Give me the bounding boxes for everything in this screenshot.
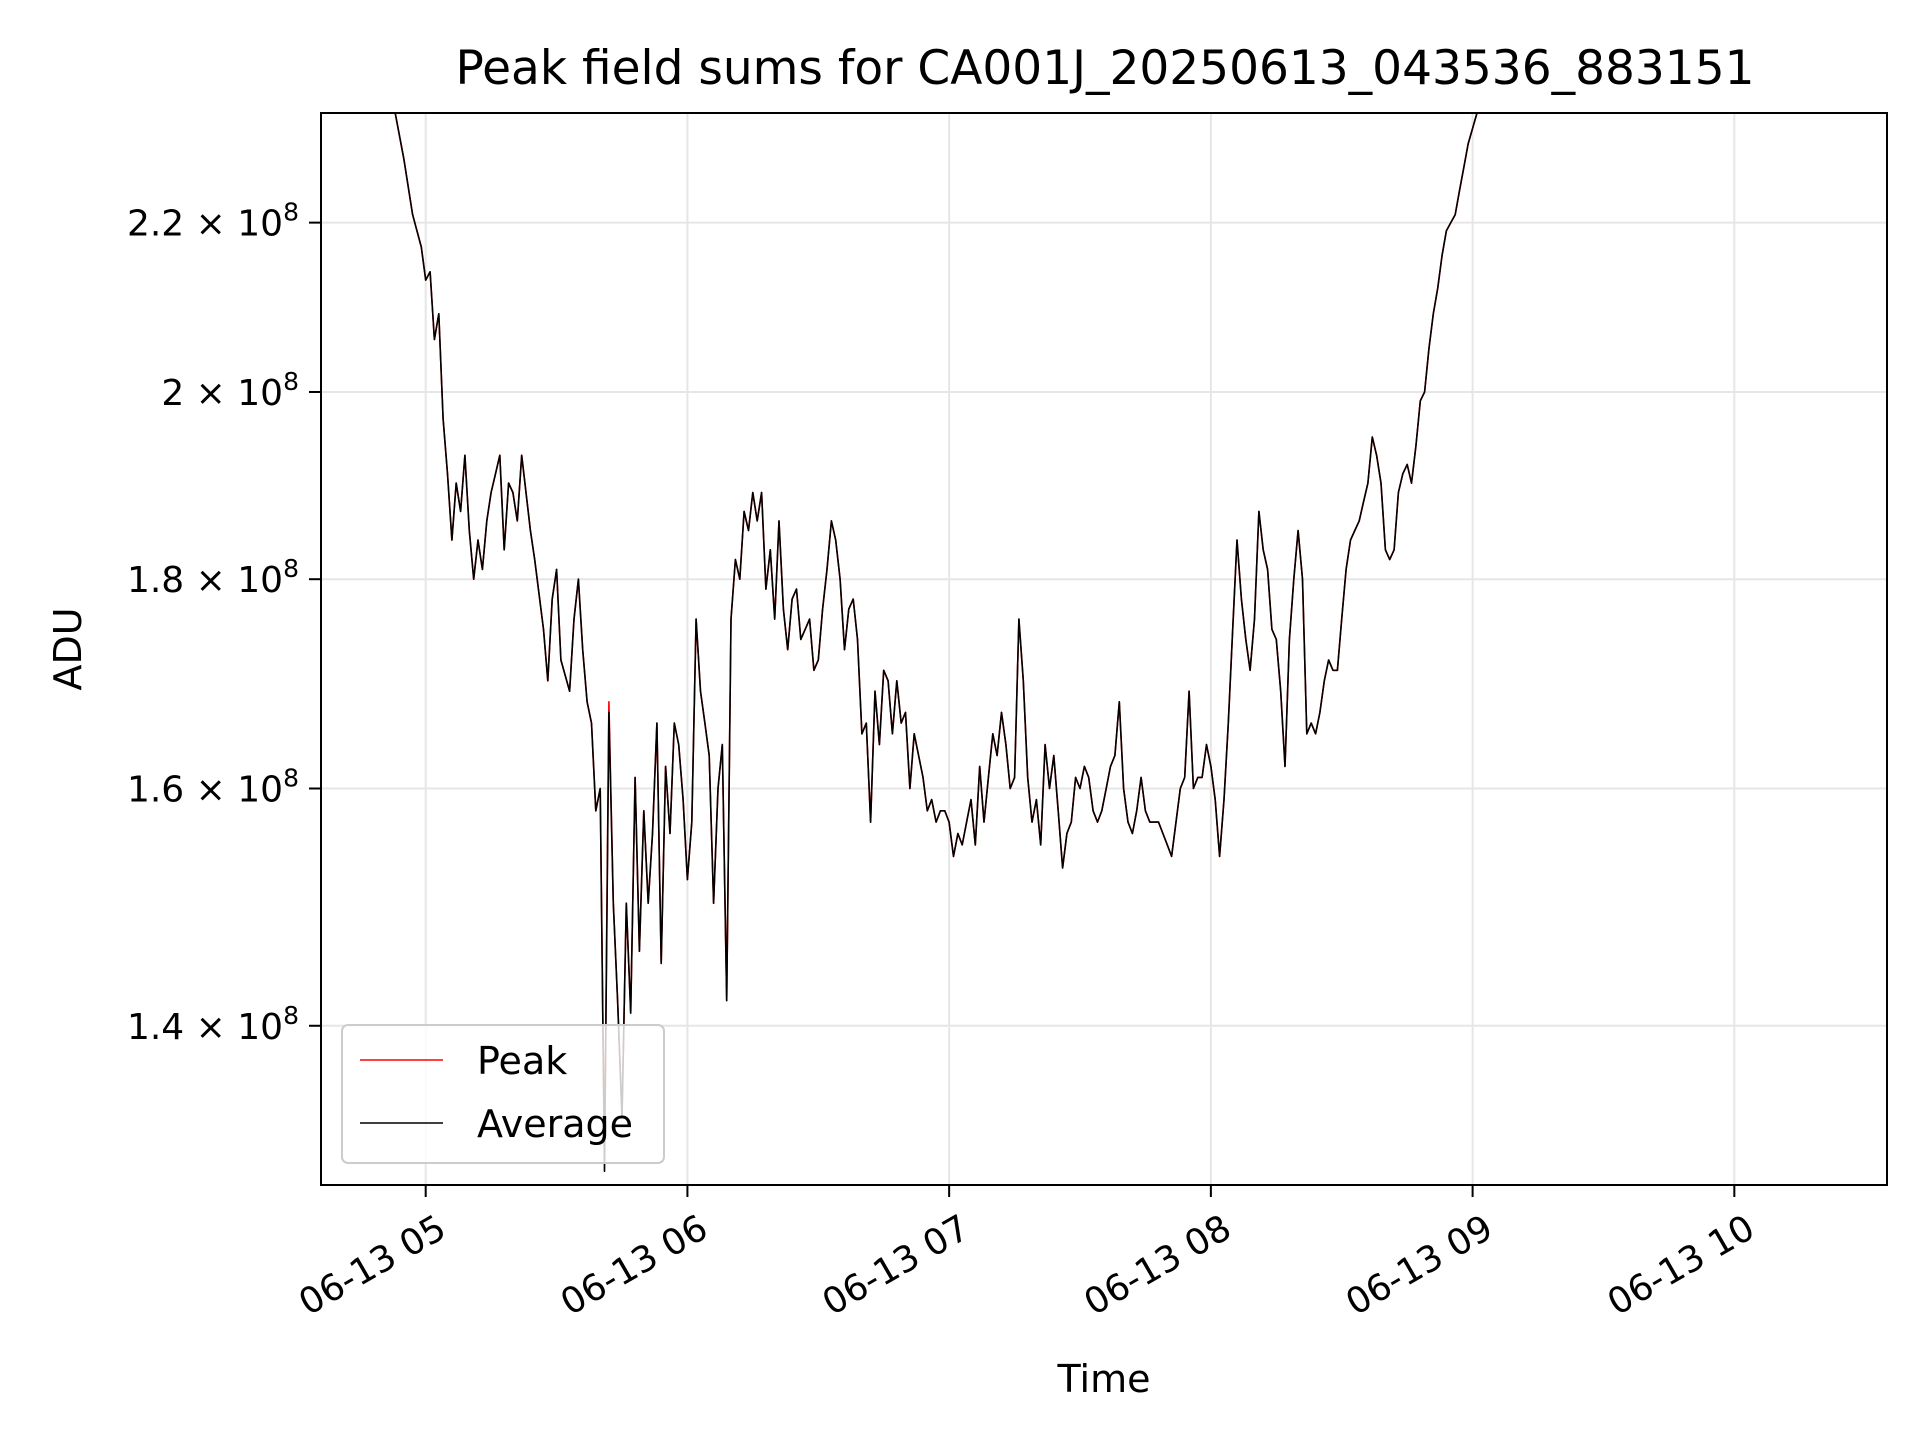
y-tick-mantissa: 1.8 xyxy=(127,560,184,601)
legend-label-average: Average xyxy=(477,1102,633,1146)
y-tick-base: 10 xyxy=(237,560,283,601)
plot-frame xyxy=(320,112,1888,1186)
y-axis: 1.4 × 108 1.6 × 108 1.8 × 108 2 × 108 2.2 × … xyxy=(127,198,321,1048)
y-tick-mantissa: 2.2 xyxy=(127,204,184,245)
y-tick-mantissa: 2 xyxy=(161,373,184,414)
y-axis-label: ADU xyxy=(46,607,90,690)
y-tick-base: 10 xyxy=(237,204,283,245)
y-tick-exponent: 8 xyxy=(283,367,299,396)
y-tick-label: 1.8 × 108 xyxy=(127,554,299,601)
legend: Peak Average xyxy=(341,1024,665,1164)
y-tick-exponent: 8 xyxy=(283,763,299,792)
y-tick-exponent: 8 xyxy=(283,198,299,227)
y-tick-mantissa: 1.6 xyxy=(127,769,184,810)
y-tick-label: 1.4 × 108 xyxy=(127,1001,299,1048)
y-tick-exponent: 8 xyxy=(283,1001,299,1030)
y-tick-label: 2.2 × 108 xyxy=(127,198,299,245)
series-line-average xyxy=(394,113,1826,1172)
y-tick-label: 1.6 × 108 xyxy=(127,763,299,810)
y-tick-base: 10 xyxy=(237,1007,283,1048)
series-layer xyxy=(394,113,1826,1172)
grid-lines xyxy=(321,113,1887,1185)
y-tick-base: 10 xyxy=(237,373,283,414)
x-axis-label: Time xyxy=(1057,1357,1151,1401)
chart-title: Peak field sums for CA001J_20250613_0435… xyxy=(455,41,1754,96)
y-tick-base: 10 xyxy=(237,769,283,810)
y-tick-label: 2 × 108 xyxy=(161,367,299,414)
legend-label-peak: Peak xyxy=(477,1039,567,1083)
y-tick-exponent: 8 xyxy=(283,554,299,583)
y-tick-mantissa: 1.4 xyxy=(127,1007,184,1048)
